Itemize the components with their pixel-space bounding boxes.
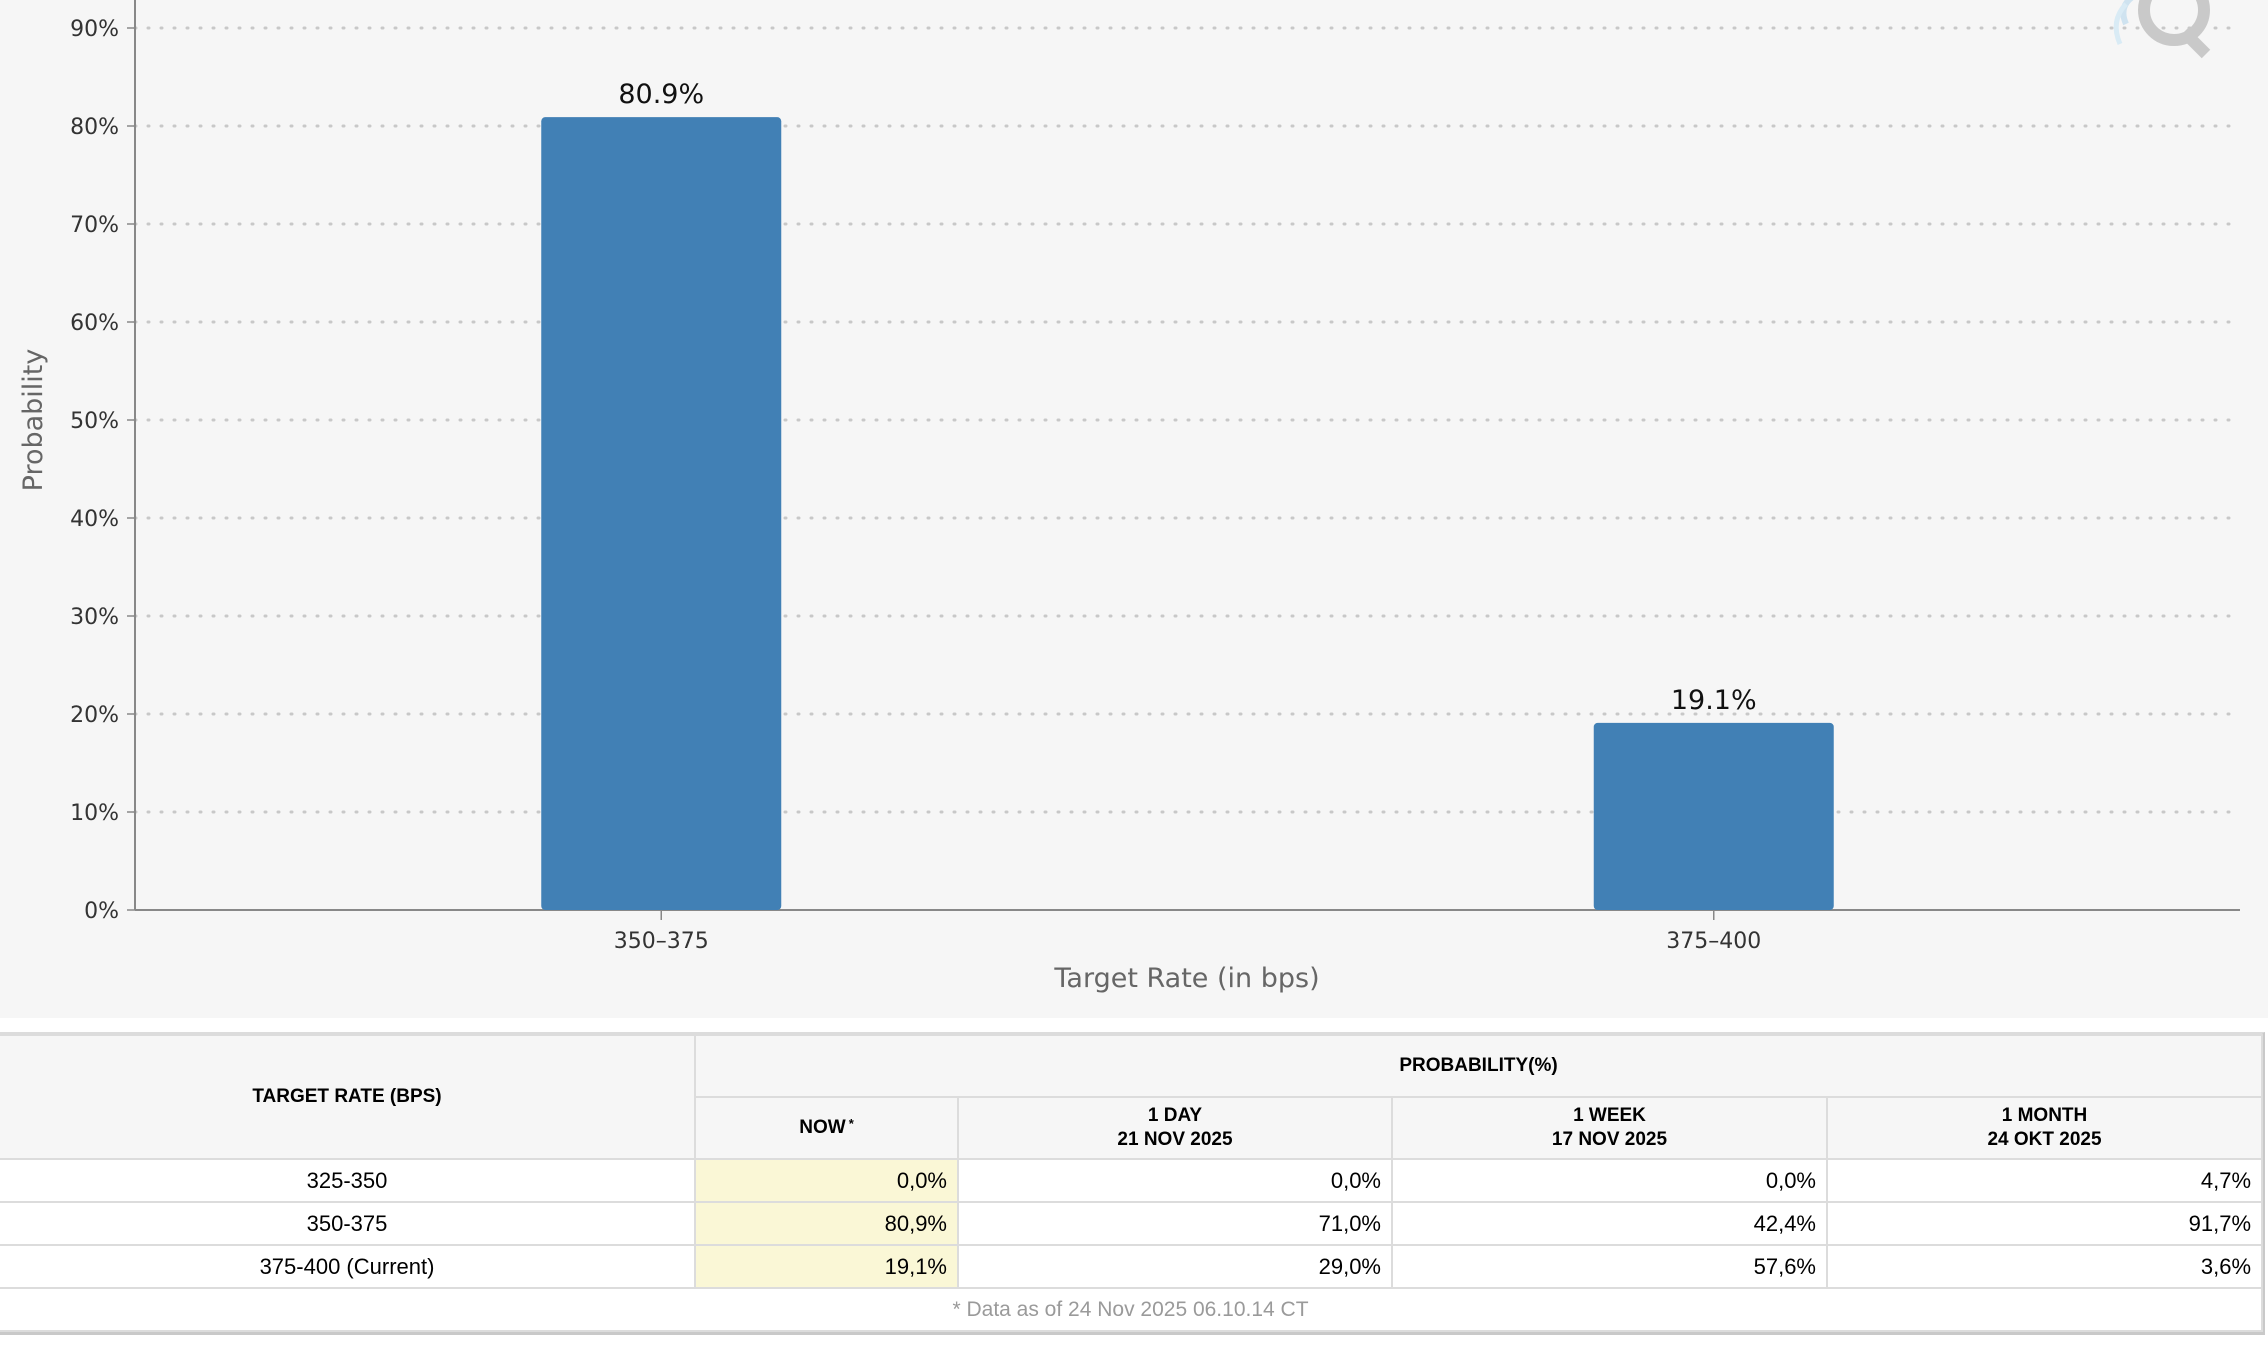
probability-1-day-cell: 71,0% <box>957 1201 1393 1246</box>
y-tick-label: 20% <box>70 703 119 728</box>
bar-value-label: 80.9% <box>618 79 704 110</box>
probability-1-month-cell: 91,7% <box>1825 1201 2264 1246</box>
column-header-1-month: 1 MONTH 24 OKT 2025 <box>1825 1096 2264 1160</box>
column-header-label: 1 MONTH <box>2001 1105 2088 1126</box>
logo-icon <box>2113 0 2211 59</box>
bar-375-400[interactable] <box>1593 722 1834 910</box>
bar-value-label: 19.1% <box>1671 685 1757 716</box>
column-header-1-day: 1 DAY 21 NOV 2025 <box>957 1096 1393 1160</box>
asterisk-marker: * <box>848 1116 854 1131</box>
x-tick-labels: 350–375 375–400 <box>614 929 1761 954</box>
y-tick-label: 40% <box>70 507 119 532</box>
column-header-label: NOW <box>799 1117 846 1138</box>
probability-header: PROBABILITY(%) <box>693 1034 2264 1098</box>
y-tick-labels: 0% 10% 20% 30% 40% 50% 60% 70% 80% 90% <box>70 17 119 924</box>
column-header-date: 24 OKT 2025 <box>1987 1129 2102 1150</box>
probability-now-cell: 19,1% <box>694 1244 959 1289</box>
column-header-date: 21 NOV 2025 <box>1117 1129 1233 1150</box>
y-tick-label: 50% <box>70 409 119 434</box>
probability-now-cell: 80,9% <box>694 1201 959 1246</box>
column-header-date: 17 NOV 2025 <box>1551 1129 1668 1150</box>
table-row: 350-375 80,9% 71,0% 42,4% 91,7% <box>0 1201 2264 1246</box>
data-timestamp-footnote: * Data as of 24 Nov 2025 06.10.14 CT <box>0 1287 2264 1332</box>
probability-1-week-cell: 57,6% <box>1391 1244 1828 1289</box>
y-tick-label: 60% <box>70 311 119 336</box>
column-header-label: 1 WEEK <box>1573 1105 1646 1126</box>
target-rate-header: TARGET RATE (BPS) <box>0 1034 696 1160</box>
probability-table-container: TARGET RATE (BPS) PROBABILITY(%) NOW * 1 … <box>0 1032 2265 1335</box>
probability-1-month-cell: 4,7% <box>1825 1158 2264 1203</box>
axes <box>127 0 2240 920</box>
y-axis-title: Probability <box>18 349 49 492</box>
probability-1-week-cell: 0,0% <box>1391 1158 1828 1203</box>
column-header-now: NOW * <box>695 1096 959 1160</box>
x-axis-title: Target Rate (in bps) <box>1053 963 1319 994</box>
table-row: 325-350 0,0% 0,0% 0,0% 4,7% <box>0 1158 2264 1203</box>
bars <box>541 117 1834 911</box>
probability-now-cell: 0,0% <box>694 1158 959 1203</box>
probability-1-month-cell: 3,6% <box>1825 1244 2264 1289</box>
target-rate-cell: 325-350 <box>0 1158 696 1203</box>
y-tick-label: 90% <box>70 17 119 42</box>
column-header-label: 1 DAY <box>1147 1105 1203 1126</box>
y-tick-label: 80% <box>70 115 119 140</box>
footnote-row: * Data as of 24 Nov 2025 06.10.14 CT <box>0 1287 2264 1332</box>
bar-chart: 0% 10% 20% 30% 40% 50% 60% 70% 80% 90% 80.9% 19.1%… <box>18 0 2242 994</box>
chart-area: 0% 10% 20% 30% 40% 50% 60% 70% 80% 90% 80.9% 19.1%… <box>18 0 2242 994</box>
target-rate-cell: 350-375 <box>0 1201 696 1246</box>
probability-1-day-cell: 29,0% <box>957 1244 1393 1289</box>
data-labels: 80.9% 19.1% <box>618 79 1756 716</box>
column-header-1-week: 1 WEEK 17 NOV 2025 <box>1391 1096 1828 1160</box>
gridlines <box>133 26 2242 814</box>
probability-1-day-cell: 0,0% <box>957 1158 1393 1203</box>
y-tick-label: 0% <box>84 899 119 924</box>
x-tick-label: 350–375 <box>614 929 709 954</box>
y-tick-label: 10% <box>70 801 119 826</box>
target-rate-cell: 375-400 (Current) <box>0 1244 696 1289</box>
x-tick-label: 375–400 <box>1666 929 1761 954</box>
y-tick-label: 70% <box>70 213 119 238</box>
bar-350-375[interactable] <box>541 117 782 911</box>
probability-1-week-cell: 42,4% <box>1391 1201 1828 1246</box>
y-tick-label: 30% <box>70 605 119 630</box>
probability-table: TARGET RATE (BPS) PROBABILITY(%) NOW * 1 … <box>0 1034 2264 1332</box>
table-row: 375-400 (Current) 19,1% 29,0% 57,6% 3,6% <box>0 1244 2264 1289</box>
